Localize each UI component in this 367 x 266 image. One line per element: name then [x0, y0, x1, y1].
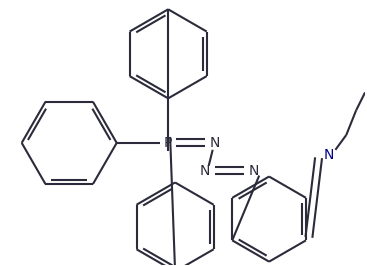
- Text: N: N: [249, 164, 259, 178]
- Text: P: P: [164, 136, 172, 150]
- Text: N: N: [200, 164, 210, 178]
- Text: N: N: [323, 148, 334, 162]
- Text: N: N: [210, 136, 220, 150]
